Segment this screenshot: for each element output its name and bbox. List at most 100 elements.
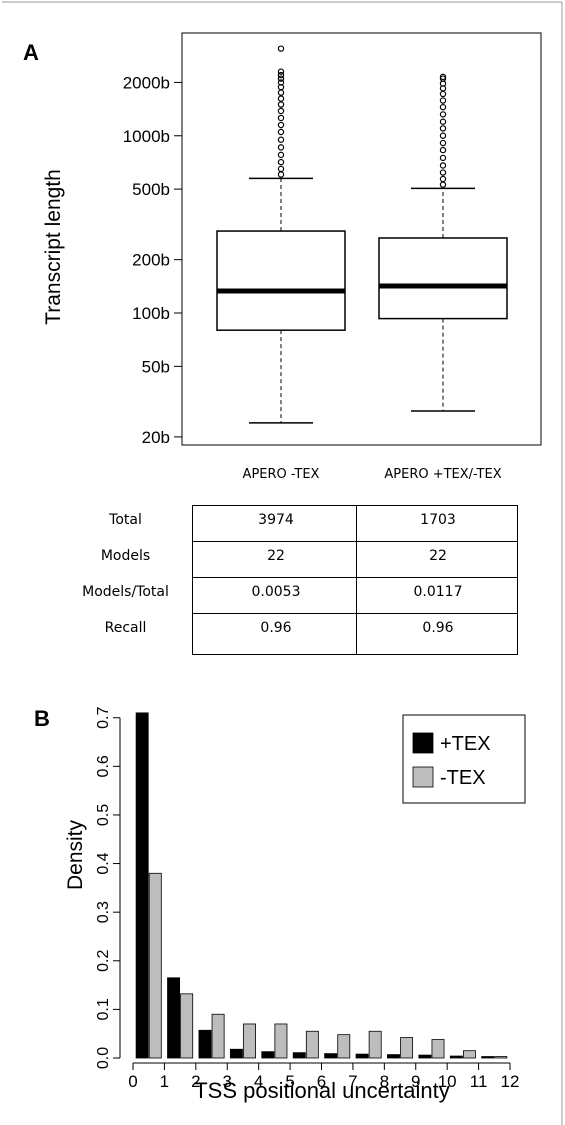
table-cell: 1703 bbox=[420, 512, 456, 528]
barchart-y-tick-label: 0.2 bbox=[95, 950, 112, 972]
bar-plus-tex bbox=[261, 1051, 275, 1059]
boxplot-outlier bbox=[439, 132, 447, 139]
legend-swatch bbox=[412, 732, 434, 754]
bar-minus-tex bbox=[211, 1013, 225, 1059]
boxplot-outlier bbox=[277, 68, 285, 75]
barchart-x-tick-label: 6 bbox=[317, 1072, 326, 1091]
barchart-x-tick-label: 0 bbox=[128, 1072, 137, 1091]
barchart-x-tick-label: 1 bbox=[160, 1072, 169, 1091]
barchart-x-axis-title: TSS positional uncertainty bbox=[194, 1078, 450, 1103]
boxplot-boxes bbox=[216, 45, 508, 424]
boxplot-y-tick-label: 50b bbox=[142, 357, 170, 376]
barchart-x-tick-label: 3 bbox=[223, 1072, 232, 1091]
bar-minus-tex bbox=[431, 1039, 445, 1059]
legend-swatch bbox=[412, 766, 434, 788]
bar-plus-tex bbox=[198, 1029, 212, 1059]
panel-b-barchart: 0 1 2 3 4 5 6 7 8 9 10 11 120.00.10.20.30.40.50.60.7… bbox=[64, 707, 526, 1103]
barchart-bars bbox=[135, 712, 508, 1059]
bar-minus-tex bbox=[180, 993, 194, 1059]
boxplot-outlier bbox=[439, 90, 447, 98]
boxplot-outlier bbox=[277, 128, 285, 136]
barchart-x-tick-label: 5 bbox=[285, 1072, 294, 1091]
boxplot-outlier bbox=[277, 158, 285, 166]
boxplot-outlier bbox=[277, 136, 285, 143]
barchart-y-axis-title: Density bbox=[64, 819, 87, 890]
barchart-x-tick-label: 11 bbox=[470, 1072, 488, 1091]
barchart-x-tick-label: 10 bbox=[438, 1072, 457, 1091]
boxplot-x-tick-labels: APERO -TEX APERO +TEX/-TEX bbox=[243, 467, 502, 482]
boxplot-y-axis-title: Transcript length bbox=[42, 169, 65, 325]
bar-plus-tex bbox=[449, 1055, 463, 1059]
barchart-x-tick-label: 7 bbox=[348, 1072, 357, 1091]
table-row-divider bbox=[192, 541, 518, 542]
bar-plus-tex bbox=[387, 1054, 400, 1059]
legend-label: -TEX bbox=[440, 767, 486, 789]
barchart-y-tick-label: 0.6 bbox=[95, 755, 112, 777]
boxplot-outlier bbox=[439, 103, 447, 111]
bar-minus-tex bbox=[368, 1030, 382, 1059]
barchart-y-tick-label: 0.4 bbox=[95, 852, 112, 874]
table-row-label: Recall bbox=[104, 620, 147, 636]
boxplot-box-group bbox=[378, 73, 508, 412]
bar-minus-tex bbox=[494, 1056, 508, 1059]
barchart-y-tick-label: 0.1 bbox=[95, 998, 112, 1020]
boxplot-y-tick-label: 500b bbox=[132, 180, 170, 199]
boxplot-y-tick-label: 100b bbox=[132, 304, 170, 323]
boxplot-outlier bbox=[439, 162, 447, 169]
boxplot-outlier bbox=[277, 79, 285, 86]
boxplot-outlier bbox=[277, 107, 285, 115]
boxplot-outlier bbox=[439, 73, 447, 81]
bar-plus-tex bbox=[324, 1053, 338, 1059]
table-cell: 0.96 bbox=[422, 620, 454, 636]
boxplot-outlier bbox=[277, 165, 285, 173]
boxplot-outlier bbox=[277, 151, 285, 159]
barchart-y-tick-label: 0.5 bbox=[95, 804, 112, 826]
boxplot-outlier bbox=[439, 169, 447, 176]
boxplot-outlier bbox=[277, 121, 285, 129]
bar-minus-tex bbox=[305, 1030, 319, 1059]
table-row-divider bbox=[192, 577, 518, 578]
boxplot-y-axis: 20b 50b 100b 200b 500b 1000b 2000b bbox=[123, 73, 182, 447]
table-grid bbox=[192, 505, 518, 655]
table-cell: 22 bbox=[429, 548, 447, 564]
bar-plus-tex bbox=[418, 1054, 432, 1059]
boxplot-outlier bbox=[439, 125, 447, 132]
barchart-x-tick-label: 2 bbox=[191, 1072, 200, 1091]
boxplot-outlier bbox=[439, 111, 447, 118]
boxplot-outlier bbox=[439, 146, 447, 154]
bar-minus-tex bbox=[243, 1023, 256, 1059]
boxplot-box bbox=[216, 230, 346, 331]
bar-minus-tex bbox=[337, 1034, 351, 1059]
boxplot-outlier bbox=[277, 45, 285, 52]
barchart-x-tick-label: 9 bbox=[411, 1072, 420, 1091]
stats-table: Total Models Models/Total Recall 3974 17… bbox=[0, 505, 565, 660]
table-row-label: Models/Total bbox=[82, 584, 169, 600]
legend-box bbox=[402, 714, 526, 804]
table-cell: 0.96 bbox=[260, 620, 292, 636]
boxplot-outlier bbox=[277, 89, 285, 96]
panel-b-label: B bbox=[34, 706, 50, 731]
barchart-y-tick-label: 0.3 bbox=[95, 901, 112, 923]
table-cell: 22 bbox=[267, 548, 285, 564]
bar-plus-tex bbox=[229, 1048, 243, 1059]
boxplot-box-group bbox=[216, 45, 346, 424]
boxplot-y-tick-label: 20b bbox=[142, 428, 170, 447]
boxplot-outlier bbox=[277, 75, 285, 82]
boxplot-outlier bbox=[439, 97, 447, 104]
barchart-x-tick-label: 8 bbox=[380, 1072, 389, 1091]
bar-plus-tex bbox=[167, 977, 181, 1059]
boxplot-outlier bbox=[439, 139, 447, 147]
bar-minus-tex bbox=[400, 1037, 414, 1059]
table-row-divider bbox=[192, 613, 518, 614]
table-column-divider bbox=[356, 505, 357, 655]
bar-minus-tex bbox=[274, 1023, 288, 1059]
bar-plus-tex bbox=[292, 1052, 306, 1059]
table-row-label: Total bbox=[109, 512, 142, 528]
barchart-axes: 0 1 2 3 4 5 6 7 8 9 10 11 120.00.10.20.30.40.50.60.7 bbox=[95, 707, 519, 1091]
boxplot-outlier bbox=[439, 154, 447, 162]
table-cell: 0.0053 bbox=[251, 584, 301, 600]
barchart-x-tick-label: 12 bbox=[501, 1072, 520, 1091]
boxplot-outlier bbox=[277, 144, 285, 151]
